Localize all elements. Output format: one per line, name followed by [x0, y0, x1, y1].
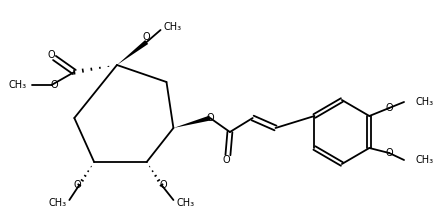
Text: O: O: [222, 155, 230, 165]
Text: CH₃: CH₃: [416, 97, 434, 107]
Text: O: O: [48, 50, 55, 60]
Text: CH₃: CH₃: [416, 155, 434, 165]
Text: O: O: [143, 32, 151, 42]
Text: CH₃: CH₃: [48, 198, 67, 208]
Text: O: O: [206, 113, 214, 123]
Text: CH₃: CH₃: [9, 80, 27, 90]
Polygon shape: [173, 116, 211, 128]
Text: O: O: [385, 148, 393, 158]
Text: CH₃: CH₃: [177, 198, 194, 208]
Text: O: O: [51, 80, 58, 90]
Text: O: O: [160, 180, 167, 190]
Text: CH₃: CH₃: [163, 22, 182, 32]
Text: O: O: [385, 103, 393, 113]
Polygon shape: [117, 40, 148, 65]
Text: O: O: [74, 180, 81, 190]
